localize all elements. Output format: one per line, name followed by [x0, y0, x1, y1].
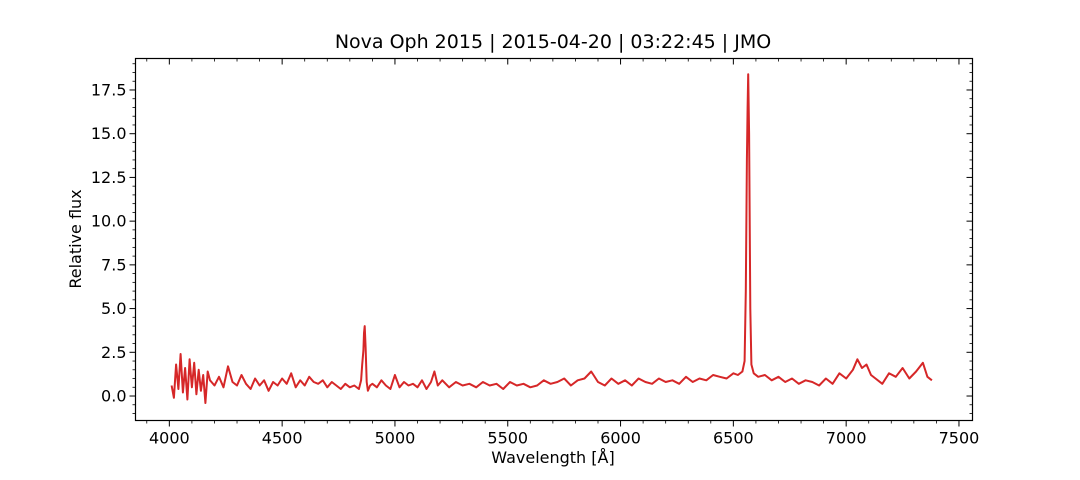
x-tick-label: 7500 [939, 429, 980, 448]
x-axis-label: Wavelength [Å] [491, 448, 614, 467]
x-tick-label: 5500 [487, 429, 528, 448]
x-tick-label: 6500 [713, 429, 754, 448]
y-axis: 0.0 2.5 5.0 7.5 10.0 12.5 15.0 17.5 [91, 63, 973, 414]
x-axis: 4000 4500 5000 5500 6000 6500 7000 7500 [146, 58, 980, 448]
y-tick-label: 10.0 [91, 212, 127, 231]
spectrum-line-0 [170, 73, 933, 404]
y-axis-label: Relative flux [66, 189, 85, 288]
y-tick-label: 17.5 [91, 80, 127, 99]
spectrum-layer [170, 73, 933, 404]
x-tick-label: 4500 [262, 429, 303, 448]
chart-title: Nova Oph 2015 | 2015-04-20 | 03:22:45 | … [335, 31, 771, 53]
y-tick-label: 7.5 [101, 255, 126, 274]
x-tick-label: 6000 [600, 429, 641, 448]
plot-area [135, 58, 973, 421]
y-tick-label: 0.0 [101, 387, 126, 406]
y-tick-label: 5.0 [101, 299, 126, 318]
x-tick-label: 4000 [149, 429, 190, 448]
y-tick-label: 2.5 [101, 343, 126, 362]
y-tick-label: 12.5 [91, 168, 127, 187]
x-tick-label: 7000 [826, 429, 867, 448]
y-tick-label: 15.0 [91, 124, 127, 143]
plot-frame [134, 57, 974, 422]
x-tick-label: 5000 [375, 429, 416, 448]
